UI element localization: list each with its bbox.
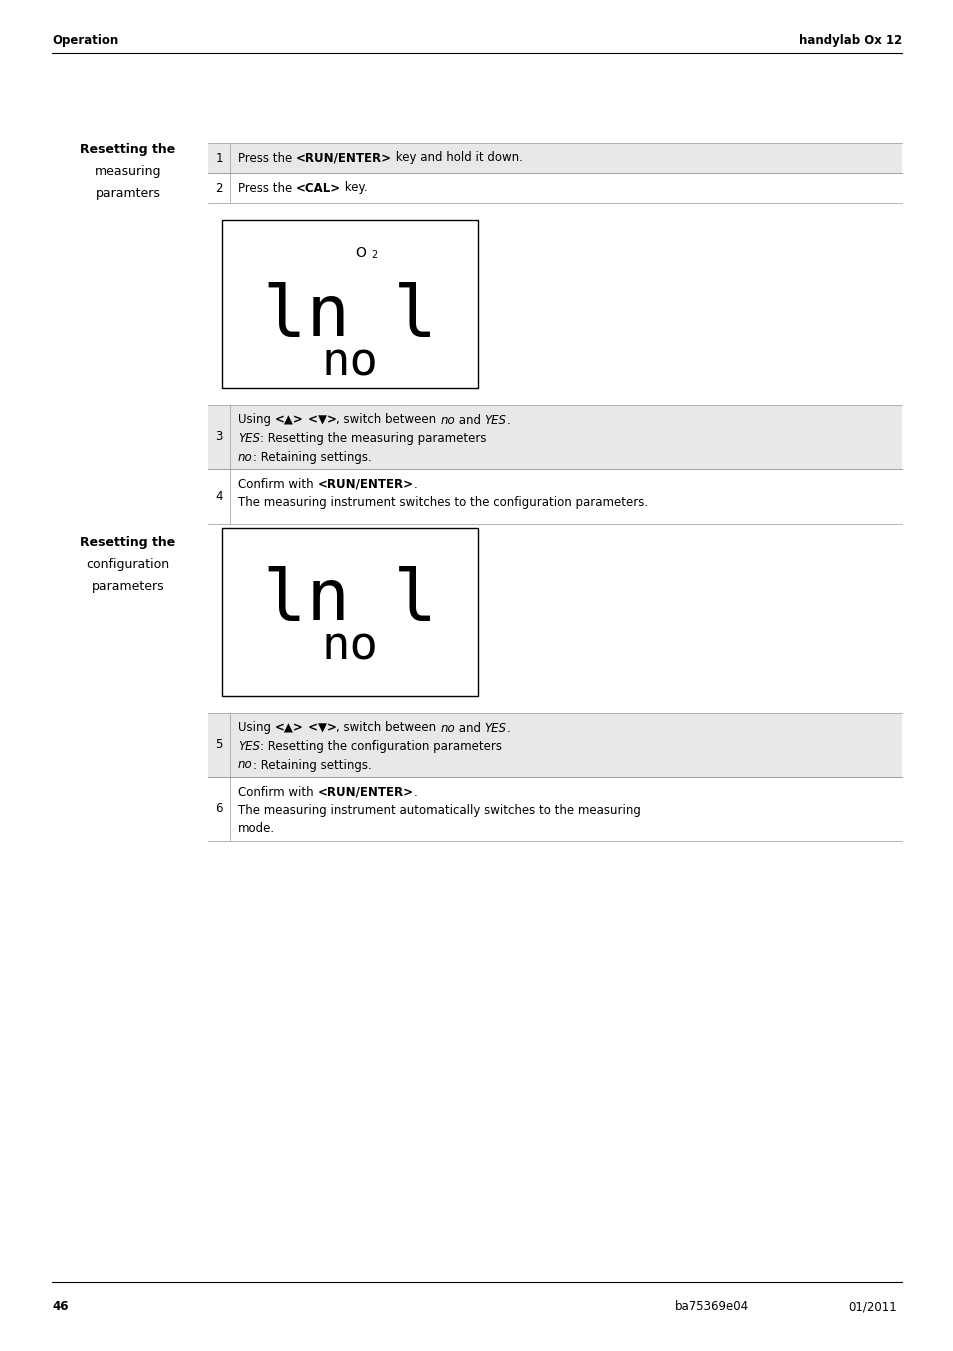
Text: The measuring instrument automatically switches to the measuring: The measuring instrument automatically s… bbox=[237, 804, 640, 817]
Text: .: . bbox=[506, 413, 510, 427]
Text: <RUN/ENTER>: <RUN/ENTER> bbox=[317, 477, 413, 490]
Bar bbox=[208, 469, 901, 524]
Text: <▲>: <▲> bbox=[274, 721, 303, 735]
Text: configuration: configuration bbox=[87, 558, 170, 571]
Text: 4: 4 bbox=[215, 490, 222, 503]
Text: : Retaining settings.: : Retaining settings. bbox=[253, 758, 371, 771]
Text: measuring: measuring bbox=[94, 165, 161, 178]
Text: <▼>: <▼> bbox=[303, 413, 336, 427]
Text: .: . bbox=[506, 721, 510, 735]
Text: , switch between: , switch between bbox=[336, 721, 439, 735]
Text: YES: YES bbox=[237, 432, 260, 444]
Text: 2: 2 bbox=[215, 181, 222, 195]
Text: Resetting the: Resetting the bbox=[80, 536, 175, 549]
Text: no: no bbox=[439, 721, 455, 735]
Text: .: . bbox=[413, 477, 416, 490]
Text: no: no bbox=[321, 624, 378, 669]
Text: and: and bbox=[455, 413, 484, 427]
Bar bbox=[222, 220, 477, 388]
Text: 5: 5 bbox=[215, 739, 222, 751]
Text: ln l: ln l bbox=[263, 566, 436, 635]
Text: and: and bbox=[455, 721, 484, 735]
Text: The measuring instrument switches to the configuration parameters.: The measuring instrument switches to the… bbox=[237, 496, 647, 509]
Text: 6: 6 bbox=[215, 802, 222, 816]
Text: Press the: Press the bbox=[237, 151, 295, 165]
Text: no: no bbox=[321, 340, 378, 385]
Text: YES: YES bbox=[484, 413, 506, 427]
Text: YES: YES bbox=[484, 721, 506, 735]
Text: <▲>: <▲> bbox=[274, 413, 303, 427]
Text: Confirm with: Confirm with bbox=[237, 785, 317, 798]
Bar bbox=[208, 173, 901, 203]
Text: handylab Ox 12: handylab Ox 12 bbox=[798, 34, 901, 47]
Text: key.: key. bbox=[341, 181, 367, 195]
Text: , switch between: , switch between bbox=[336, 413, 439, 427]
Text: : Resetting the configuration parameters: : Resetting the configuration parameters bbox=[260, 740, 501, 753]
Text: ba75369e04: ba75369e04 bbox=[675, 1300, 748, 1313]
Bar bbox=[222, 528, 477, 696]
Text: mode.: mode. bbox=[237, 823, 274, 835]
Text: : Retaining settings.: : Retaining settings. bbox=[253, 450, 371, 463]
Text: 3: 3 bbox=[215, 431, 222, 443]
Text: key and hold it down.: key and hold it down. bbox=[392, 151, 522, 165]
Text: Confirm with: Confirm with bbox=[237, 477, 317, 490]
Bar bbox=[208, 405, 901, 469]
Text: <CAL>: <CAL> bbox=[295, 181, 341, 195]
Text: 2: 2 bbox=[371, 250, 377, 259]
Text: Using: Using bbox=[237, 413, 274, 427]
Text: 01/2011: 01/2011 bbox=[847, 1300, 896, 1313]
Text: 46: 46 bbox=[52, 1300, 69, 1313]
Text: <RUN/ENTER>: <RUN/ENTER> bbox=[295, 151, 392, 165]
Text: .: . bbox=[413, 785, 416, 798]
Text: O: O bbox=[355, 246, 366, 259]
Text: Operation: Operation bbox=[52, 34, 118, 47]
Text: parameters: parameters bbox=[91, 580, 164, 593]
Text: no: no bbox=[237, 758, 253, 771]
Text: no: no bbox=[439, 413, 455, 427]
Text: Using: Using bbox=[237, 721, 274, 735]
Text: YES: YES bbox=[237, 740, 260, 753]
Text: no: no bbox=[237, 450, 253, 463]
Bar bbox=[208, 777, 901, 842]
Text: Press the: Press the bbox=[237, 181, 295, 195]
Text: 1: 1 bbox=[215, 151, 222, 165]
Text: <RUN/ENTER>: <RUN/ENTER> bbox=[317, 785, 413, 798]
Text: Resetting the: Resetting the bbox=[80, 143, 175, 155]
Text: : Resetting the measuring parameters: : Resetting the measuring parameters bbox=[260, 432, 486, 444]
Text: <▼>: <▼> bbox=[303, 721, 336, 735]
Bar bbox=[208, 713, 901, 777]
Text: paramters: paramters bbox=[95, 186, 160, 200]
Bar bbox=[208, 143, 901, 173]
Text: ln l: ln l bbox=[263, 282, 436, 351]
